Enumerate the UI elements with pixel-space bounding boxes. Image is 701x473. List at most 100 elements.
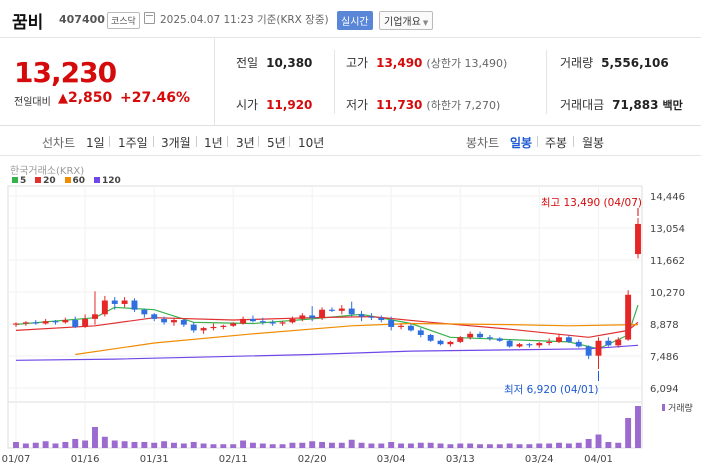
legend-ma5: 5: [12, 176, 26, 186]
volume-bar: [111, 440, 118, 448]
candle-body: [348, 308, 355, 315]
candle-body: [565, 337, 572, 342]
volume-bar: [52, 443, 59, 448]
candle-chart-label: 봉차트: [466, 136, 500, 150]
candle-body: [210, 326, 217, 329]
volume-bar: [388, 442, 395, 448]
x-tick-label: 01/16: [71, 454, 100, 465]
candle-body: [52, 321, 59, 323]
realtime-button[interactable]: 실시간: [337, 11, 373, 30]
y-tick-label: 8,878: [650, 320, 679, 331]
stock-code: 407400: [59, 13, 105, 26]
volume-bar: [171, 442, 177, 448]
stat-amount-label: 거래대금: [560, 98, 605, 112]
candle-body: [486, 337, 493, 339]
stat-volume-value: 5,556,106: [601, 56, 669, 70]
candle-body: [62, 320, 69, 323]
period-3m[interactable]: 3개월: [161, 136, 191, 150]
volume-bar: [72, 439, 79, 448]
x-tick-label: 04/01: [584, 454, 613, 465]
stat-amount-unit: 백만: [662, 99, 683, 112]
legend-ma120-label: 120: [101, 176, 121, 186]
up-triangle-icon: ▲: [58, 91, 68, 106]
x-tick-label: 01/07: [2, 454, 31, 465]
company-overview-dropdown[interactable]: 기업개요 ▼: [379, 11, 434, 30]
candle-body: [220, 325, 227, 327]
low-annotation: 최저 6,920 (04/01): [504, 384, 599, 396]
candle-body: [585, 346, 592, 356]
candle-body: [526, 344, 533, 346]
volume-bar: [368, 443, 375, 448]
candle-body: [437, 340, 444, 345]
candle-body: [279, 322, 286, 324]
period-1y[interactable]: 1년: [204, 136, 223, 150]
period-1w[interactable]: 1주일: [118, 136, 148, 150]
price-chart[interactable]: 14,446 13,054 11,662 10,270 8,878 7,486 6,094 0…: [0, 156, 701, 473]
volume-bar: [447, 444, 454, 448]
stat-high: 고가 13,490 (상한가 13,490): [346, 54, 507, 71]
candle-body: [467, 333, 474, 338]
candle-body: [121, 300, 128, 304]
volume-bar: [101, 436, 108, 448]
period-daily[interactable]: 일봉: [510, 136, 533, 150]
separator: [109, 136, 110, 147]
volume-label: 거래량: [668, 402, 693, 414]
volume-bar: [62, 442, 69, 448]
volume-bar: [259, 443, 266, 448]
stat-low-label: 저가: [346, 98, 369, 112]
candle-body: [536, 343, 543, 346]
x-tick-label: 02/11: [219, 454, 248, 465]
change-label: 전일대비: [14, 97, 51, 108]
period-10y[interactable]: 10년: [298, 136, 325, 150]
candle-body: [625, 294, 632, 340]
candle-body: [249, 318, 256, 322]
candle-body: [457, 337, 464, 342]
separator: [573, 136, 574, 147]
upper-limit: (상한가 13,490): [426, 57, 508, 70]
candle-body: [407, 325, 414, 331]
candle-body: [131, 300, 138, 310]
volume-bar: [82, 440, 89, 448]
period-1d[interactable]: 1일: [86, 136, 105, 150]
period-monthly[interactable]: 월봉: [582, 136, 605, 150]
x-tick-label: 03/04: [377, 454, 406, 465]
volume-bar: [358, 442, 365, 448]
volume-bar: [161, 441, 168, 448]
period-3y[interactable]: 3년: [236, 136, 255, 150]
volume-bar: [32, 442, 39, 448]
candle-body: [111, 300, 118, 304]
volume-bar: [338, 442, 345, 448]
volume-bar: [546, 443, 553, 448]
stat-prev-label: 전일: [236, 56, 259, 70]
volume-bar: [565, 443, 572, 448]
candle-body: [200, 328, 207, 331]
stat-volume: 거래량 5,556,106: [560, 54, 669, 71]
candle-body: [190, 324, 197, 331]
volume-bar: [348, 439, 355, 448]
candle-body: [171, 320, 177, 323]
volume-bar: [506, 443, 513, 448]
candle-body: [289, 318, 296, 323]
volume-bar: [230, 444, 237, 448]
candle-body: [506, 340, 513, 347]
separator: [227, 136, 228, 147]
chart-legend: 5 20 60 120: [12, 176, 127, 186]
legend-ma20: 20: [35, 176, 56, 186]
candle-body: [398, 325, 405, 327]
stat-low-value: 11,730: [376, 98, 423, 112]
period-5y[interactable]: 5년: [267, 136, 286, 150]
y-tick-label: 6,094: [650, 384, 679, 395]
market-badge: 코스닥: [107, 12, 140, 29]
legend-ma120: 120: [93, 176, 121, 186]
divider: [546, 50, 547, 114]
x-tick-label: 02/20: [298, 454, 327, 465]
change-rate: +27.46%: [120, 90, 191, 106]
volume-bar: [585, 439, 592, 448]
chart-canvas[interactable]: 14,446 13,054 11,662 10,270 8,878 7,486 6,094 0…: [0, 156, 701, 473]
candle-body: [427, 334, 434, 341]
period-weekly[interactable]: 주봉: [545, 136, 568, 150]
separator: [289, 136, 290, 147]
legend-ma60: 60: [64, 176, 85, 186]
chart-source: 한국거래소(KRX): [10, 166, 85, 177]
volume-bar: [427, 442, 434, 448]
